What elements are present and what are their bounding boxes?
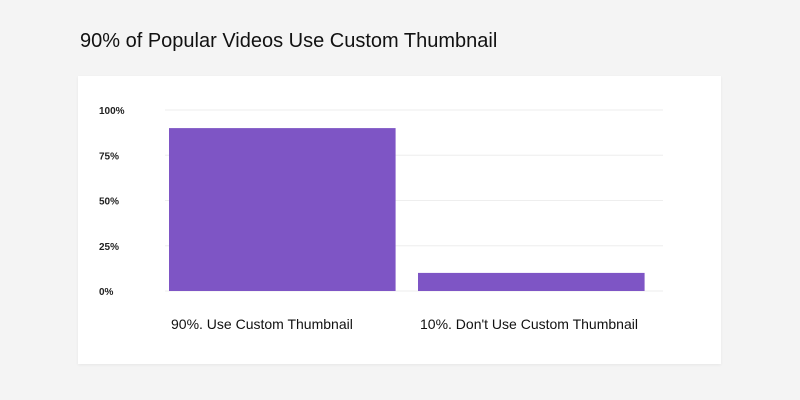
chart-title: 90% of Popular Videos Use Custom Thumbna… — [80, 30, 498, 52]
x-category-label: 90%. Use Custom Thumbnail — [171, 316, 353, 332]
y-tick-label: 75% — [99, 151, 119, 162]
y-tick-label: 100% — [99, 106, 125, 117]
x-category-label: 10%. Don't Use Custom Thumbnail — [420, 316, 638, 332]
y-tick-label: 50% — [99, 197, 119, 208]
chart-card: 0% 25% 50% 75% 100% 90%. Use Custom Thumbnail… — [78, 76, 721, 364]
bar-chart: 0% 25% 50% 75% 100% 90%. Use Custom Thumbnail… — [99, 106, 663, 332]
bar — [169, 128, 396, 291]
bar — [418, 272, 645, 291]
y-tick-label: 25% — [99, 242, 119, 253]
y-tick-label: 0% — [99, 287, 114, 298]
